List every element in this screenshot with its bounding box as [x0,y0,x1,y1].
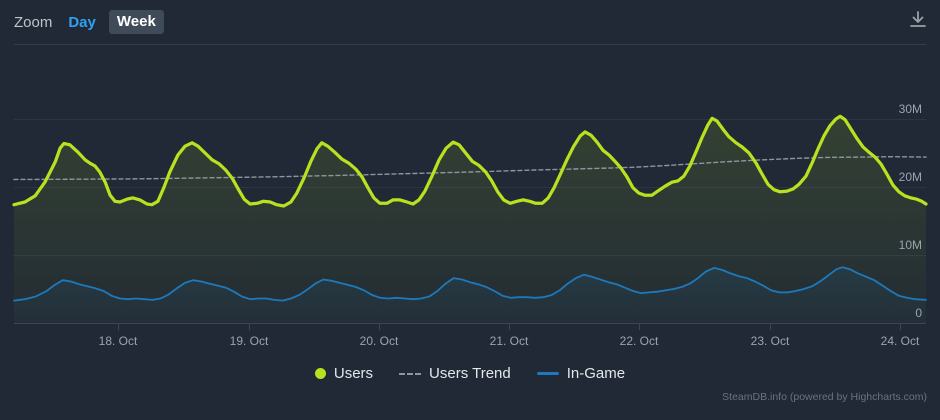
legend-item-in-game[interactable]: In-Game [536,365,626,382]
x-axis-label: 22. Oct [620,334,659,348]
users-trend-legend-marker-icon [399,372,422,375]
credit-link[interactable]: SteamDB.info (powered by Highcharts.com) [722,391,927,403]
x-axis-label: 23. Oct [751,334,790,348]
x-axis-label: 24. Oct [881,334,920,348]
legend-item-users-trend[interactable]: Users Trend [399,365,511,382]
chart-legend: Users Users Trend In-Game [0,365,940,382]
x-axis-label: 20. Oct [360,334,399,348]
legend-label-in-game: In-Game [566,365,626,382]
users-series-area [14,116,926,323]
in-game-series-area [14,267,926,323]
legend-label-users: Users [333,365,374,382]
y-axis-label: 30M [899,102,922,116]
download-icon [908,11,928,34]
in-game-series-line [13,266,927,302]
in-game-legend-marker-icon [536,372,559,375]
y-axis-label: 0 [915,306,922,320]
users-trend-series-line [13,156,927,181]
zoom-label: Zoom [14,13,53,31]
y-axis-label: 20M [899,170,922,184]
x-axis-label: 18. Oct [99,334,138,348]
legend-label-users-trend: Users Trend [429,365,511,382]
x-axis-label: 19. Oct [230,334,269,348]
y-axis-label: 10M [899,238,922,252]
x-axis-label: 21. Oct [490,334,529,348]
download-button[interactable] [906,7,930,36]
zoom-range-day-button[interactable]: Day [68,13,96,31]
chart-toolbar: Zoom Day Week [0,0,940,44]
zoom-range-week-button[interactable]: Week [108,10,164,34]
legend-item-users[interactable]: Users [314,365,374,382]
users-legend-marker-icon [314,368,326,379]
users-series-line [12,114,928,208]
